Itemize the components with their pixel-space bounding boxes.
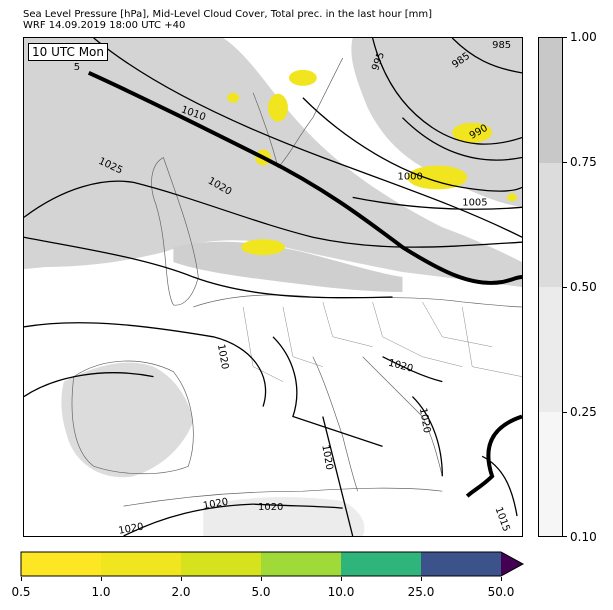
- colorbar-tick-label: 1.00: [570, 30, 597, 44]
- isobars: [24, 38, 522, 536]
- coastline-north-africa: [123, 487, 443, 507]
- isobar-line: [402, 117, 522, 161]
- isobar-label: 5: [74, 62, 80, 73]
- colorbar-tick-label: 50.0: [487, 585, 515, 599]
- colorbar-segment: [181, 552, 261, 576]
- colorbar-segment: [261, 552, 341, 576]
- isobar-line: [382, 356, 443, 383]
- isobar-label: 1020: [258, 502, 283, 513]
- isobar-label: 1020: [215, 343, 230, 370]
- isobar-line: [24, 372, 154, 398]
- cloud-cover-colorbar: [538, 37, 563, 537]
- coastline-italy: [312, 356, 358, 492]
- precipitation-colorbar: [20, 551, 525, 577]
- isobar-label: 1020: [417, 407, 432, 434]
- colorbar-tick-label: 0.5: [11, 585, 31, 599]
- colorbar-segment: [21, 552, 101, 576]
- precip-patch: [288, 69, 317, 86]
- colorbar-segment: [539, 287, 562, 412]
- isobar-label: 1005: [462, 197, 487, 208]
- isobar-line: [322, 416, 354, 536]
- isobar-line: [451, 38, 522, 74]
- border: [282, 306, 323, 367]
- border: [372, 301, 463, 367]
- colorbar-tick-label: 0.25: [570, 405, 597, 419]
- coastline-british-isles: [151, 157, 199, 306]
- border: [322, 301, 373, 348]
- isobar-line: [24, 236, 393, 299]
- colorbar-tick: [563, 37, 567, 38]
- isobar-line: [253, 503, 343, 509]
- colorbar-tick-label: 1.0: [91, 585, 111, 599]
- colorbar-tick: [21, 577, 22, 581]
- isobar-label: 1020: [202, 497, 229, 512]
- cloud-area-central: [173, 241, 403, 292]
- precip-patch: [268, 93, 288, 122]
- colorbar-tick: [501, 577, 502, 581]
- border: [461, 306, 522, 377]
- colorbar-extend-arrow: [501, 552, 523, 576]
- colorbar-tick-label: 0.50: [570, 280, 597, 294]
- colorbar-tick: [563, 287, 567, 288]
- time-label: 10 UTC Mon: [28, 43, 108, 61]
- isobar-line: [123, 503, 254, 536]
- isobar-line: [352, 196, 522, 210]
- cloud-area-northeast: [351, 38, 522, 208]
- precip-patch: [227, 92, 240, 103]
- colorbar-tick: [181, 577, 182, 581]
- front-line: [87, 71, 522, 285]
- country-borders: [242, 301, 522, 382]
- colorbar-segment: [341, 552, 421, 576]
- map-canvas: 985 995 985 990 1000 1005 1010 1025 1020…: [24, 38, 522, 536]
- precip-patch: [241, 239, 285, 256]
- isobar-line: [371, 38, 522, 145]
- chart-subtitle: WRF 14.09.2019 18:00 UTC +40: [23, 20, 186, 31]
- colorbar-tick-label: 25.0: [407, 585, 435, 599]
- isobar-label: 1000: [398, 171, 423, 182]
- isobar-label: 985: [492, 40, 511, 51]
- colorbar-segment: [101, 552, 181, 576]
- colorbar-tick: [421, 577, 422, 581]
- colorbar-tick: [563, 162, 567, 163]
- isobar-line: [272, 336, 383, 447]
- colorbar-segment: [539, 411, 562, 536]
- map-panel: 985 995 985 990 1000 1005 1010 1025 1020…: [23, 37, 523, 537]
- isobar-line: [24, 322, 267, 407]
- colorbar-tick-label: 10.0: [327, 585, 355, 599]
- colorbar-tick-label: 2.0: [171, 585, 191, 599]
- isobar-label: 1020: [118, 522, 145, 536]
- isobar-line: [411, 396, 443, 477]
- coastline-balkans: [362, 356, 443, 477]
- colorbar-tick-label: 0.75: [570, 155, 597, 169]
- border: [242, 306, 284, 382]
- precip-patch: [507, 193, 518, 202]
- colorbar-tick: [101, 577, 102, 581]
- colorbar-tick: [563, 412, 567, 413]
- precip-patch: [407, 165, 468, 190]
- colorbar-segment: [539, 162, 562, 287]
- colorbar-tick-label: 0.10: [570, 530, 597, 544]
- isobar-label: 1020: [319, 444, 334, 471]
- cloud-area-iberia: [61, 362, 194, 478]
- colorbar-segment: [539, 38, 562, 163]
- colorbar-tick-label: 5.0: [251, 585, 271, 599]
- isobar-line: [302, 97, 522, 192]
- border: [422, 301, 493, 348]
- colorbar-segment: [421, 552, 501, 576]
- coastline-iberia: [71, 360, 194, 475]
- precip-patch: [452, 122, 493, 143]
- colorbar-tick: [563, 536, 567, 537]
- colorbar-outline: [20, 551, 525, 577]
- isobar-line: [24, 180, 522, 248]
- front-line: [465, 414, 522, 498]
- colorbar-tick: [261, 577, 262, 581]
- chart-title: Sea Level Pressure [hPa], Mid-Level Clou…: [23, 9, 433, 20]
- colorbar-tick: [341, 577, 342, 581]
